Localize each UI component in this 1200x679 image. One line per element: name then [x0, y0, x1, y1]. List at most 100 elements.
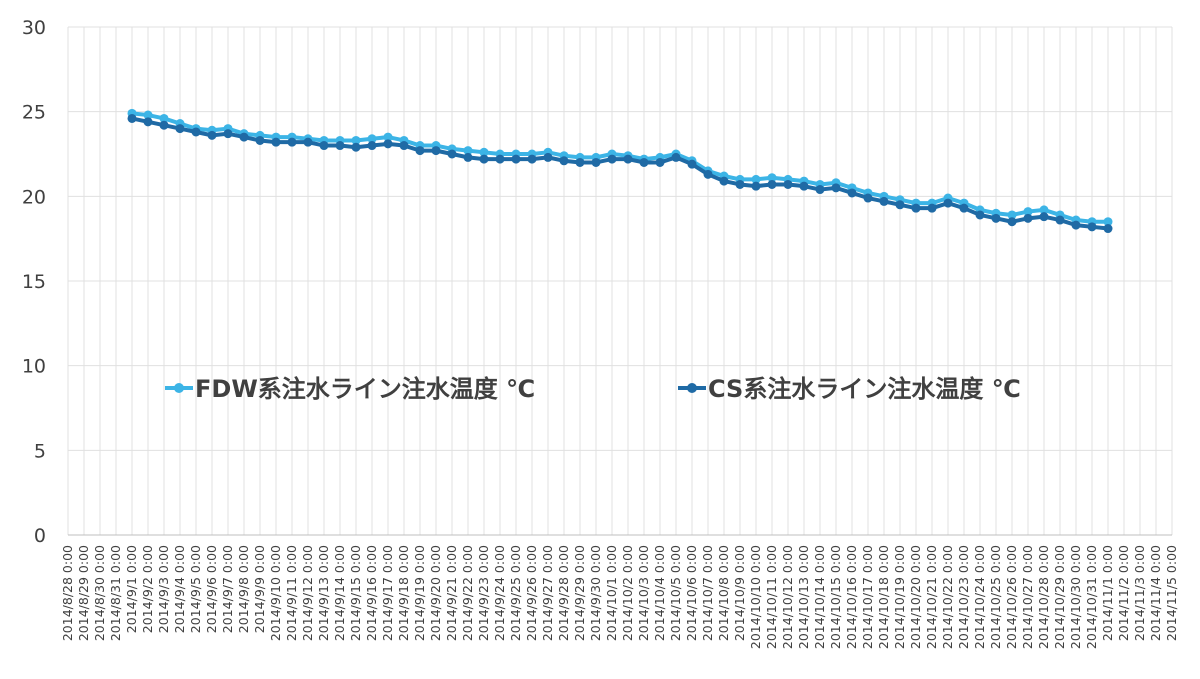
point: [415, 146, 425, 156]
x-tick-label: 2014/10/10 0:00: [748, 545, 763, 649]
point: [495, 154, 505, 164]
legend-marker: [174, 383, 184, 393]
point: [895, 200, 905, 210]
point: [799, 181, 809, 191]
x-tick-label: 2014/9/23 0:00: [476, 545, 491, 641]
x-tick-label: 2014/9/6 0:00: [204, 545, 219, 633]
x-tick-label: 2014/9/19 0:00: [412, 545, 427, 641]
point: [1087, 222, 1097, 232]
x-tick-label: 2014/10/13 0:00: [796, 545, 811, 649]
x-tick-label: 2014/9/25 0:00: [508, 545, 523, 641]
x-tick-label: 2014/10/30 0:00: [1068, 545, 1083, 649]
point: [175, 124, 185, 134]
x-tick-label: 2014/10/9 0:00: [732, 545, 747, 641]
point: [527, 154, 537, 164]
point: [543, 152, 553, 162]
point: [1071, 220, 1081, 230]
point: [1039, 205, 1049, 215]
point: [943, 198, 953, 208]
point: [655, 157, 665, 167]
point: [223, 129, 233, 139]
x-tick-label: 2014/9/28 0:00: [556, 545, 571, 641]
point: [927, 203, 937, 213]
x-tick-label: 2014/9/29 0:00: [572, 545, 587, 641]
point: [367, 141, 377, 151]
legend-marker: [687, 383, 697, 393]
point: [767, 173, 777, 183]
point: [383, 132, 393, 142]
x-tick-label: 2014/8/28 0:00: [60, 545, 75, 641]
point: [479, 147, 489, 157]
x-tick-label: 2014/9/26 0:00: [524, 545, 539, 641]
point: [719, 176, 729, 186]
x-tick-label: 2014/10/20 0:00: [908, 545, 923, 649]
point: [751, 174, 761, 184]
x-tick-label: 2014/10/2 0:00: [620, 545, 635, 641]
point: [367, 134, 377, 144]
point: [255, 135, 265, 145]
x-tick-label: 2014/9/9 0:00: [252, 545, 267, 633]
x-tick-label: 2014/10/1 0:00: [604, 545, 619, 641]
point: [351, 142, 361, 152]
x-tick-label: 2014/10/27 0:00: [1020, 545, 1035, 649]
x-tick-label: 2014/10/25 0:00: [988, 545, 1003, 649]
point: [1039, 212, 1049, 222]
x-tick-label: 2014/10/29 0:00: [1052, 545, 1067, 649]
x-tick-label: 2014/10/4 0:00: [652, 545, 667, 641]
point: [511, 154, 521, 164]
point: [1103, 217, 1113, 227]
x-tick-label: 2014/10/3 0:00: [636, 545, 651, 641]
x-tick-label: 2014/10/23 0:00: [956, 545, 971, 649]
x-tick-label: 2014/10/17 0:00: [860, 545, 875, 649]
x-tick-label: 2014/9/8 0:00: [236, 545, 251, 633]
point: [463, 146, 473, 156]
point: [207, 130, 217, 140]
x-tick-label: 2014/11/1 0:00: [1100, 545, 1115, 641]
x-tick-label: 2014/10/28 0:00: [1036, 545, 1051, 649]
x-tick-label: 2014/9/1 0:00: [124, 545, 139, 633]
x-tick-label: 2014/10/7 0:00: [700, 545, 715, 641]
point: [159, 113, 169, 123]
x-tick-label: 2014/9/13 0:00: [316, 545, 331, 641]
x-tick-label: 2014/9/5 0:00: [188, 545, 203, 633]
x-tick-label: 2014/9/15 0:00: [348, 545, 363, 641]
point: [591, 157, 601, 167]
x-tick-label: 2014/10/24 0:00: [972, 545, 987, 649]
point: [351, 135, 361, 145]
x-tick-label: 2014/11/2 0:00: [1116, 545, 1131, 641]
x-tick-label: 2014/9/10 0:00: [268, 545, 283, 641]
point: [271, 137, 281, 147]
point: [287, 137, 297, 147]
y-tick-label: 5: [34, 440, 46, 462]
point: [159, 120, 169, 130]
point: [751, 181, 761, 191]
point: [783, 179, 793, 189]
x-tick-label: 2014/8/29 0:00: [76, 545, 91, 641]
legend-label: CS系注水ライン注水温度 ℃: [708, 375, 1021, 403]
x-tick-label: 2014/10/21 0:00: [924, 545, 939, 649]
point: [447, 149, 457, 159]
y-tick-label: 30: [22, 17, 46, 39]
x-tick-label: 2014/10/18 0:00: [876, 545, 891, 649]
point: [847, 188, 857, 198]
point: [463, 152, 473, 162]
point: [383, 139, 393, 149]
point: [1023, 207, 1033, 217]
x-tick-label: 2014/8/30 0:00: [92, 545, 107, 641]
x-tick-label: 2014/10/14 0:00: [812, 545, 827, 649]
point: [975, 210, 985, 220]
point: [959, 203, 969, 213]
point: [703, 169, 713, 179]
y-tick-label: 20: [22, 186, 46, 208]
x-tick-label: 2014/10/6 0:00: [684, 545, 699, 641]
x-tick-label: 2014/9/22 0:00: [460, 545, 475, 641]
y-tick-label: 10: [22, 356, 46, 378]
point: [831, 183, 841, 193]
point: [127, 113, 137, 123]
x-tick-label: 2014/9/4 0:00: [172, 545, 187, 633]
y-tick-label: 25: [22, 102, 46, 124]
point: [191, 127, 201, 137]
legend-label: FDW系注水ライン注水温度 ℃: [195, 375, 535, 403]
x-tick-label: 2014/10/22 0:00: [940, 545, 955, 649]
point: [479, 154, 489, 164]
